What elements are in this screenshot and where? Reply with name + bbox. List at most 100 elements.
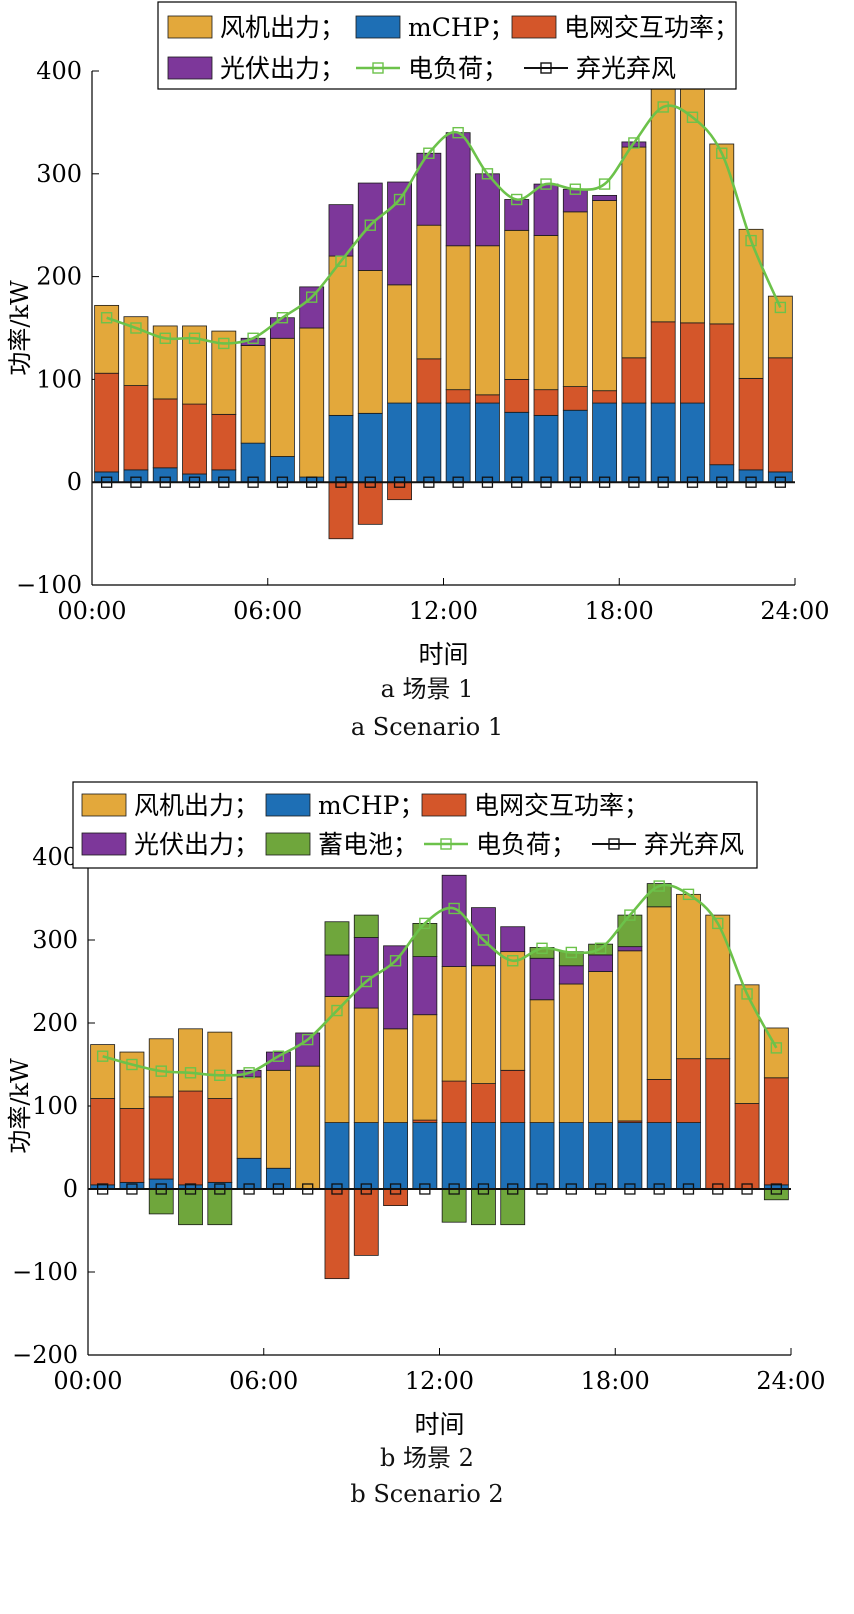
bar-grid: [207, 1098, 233, 1183]
x-tick-label: 06:00: [233, 597, 302, 625]
bar-pv: [445, 132, 471, 247]
curtail-marker: [243, 1183, 255, 1195]
bar-pv: [592, 194, 618, 201]
bar-pv: [500, 926, 526, 953]
bar-mchp: [387, 402, 412, 483]
bar-grid: [182, 403, 207, 475]
x-axis-label: 时间: [414, 1410, 464, 1439]
bar-mchp: [182, 473, 207, 483]
legend-label-wind: 风机出力；: [134, 791, 259, 820]
curtail-marker: [477, 1183, 490, 1195]
y-axis-label: 功率/kW: [6, 1058, 34, 1154]
curtail-marker: [536, 1183, 548, 1195]
bar-grid: [738, 377, 764, 471]
y-axis-label: 功率/kW: [6, 280, 34, 376]
y-tick-label: 0: [63, 1175, 78, 1203]
load-marker: [305, 291, 318, 303]
curtail-marker: [247, 476, 259, 488]
y-tick-label: 100: [32, 1092, 78, 1120]
bar-pv: [299, 286, 325, 329]
legend-swatch-grid: [421, 793, 467, 817]
legend-label-grid: 电网交互功率；: [564, 13, 739, 42]
bar-wind: [269, 337, 295, 457]
bar-battery: [353, 914, 379, 938]
bar-pv: [533, 183, 559, 236]
bar-mchp: [211, 469, 237, 483]
curtail-marker: [364, 476, 376, 488]
bar-mchp: [680, 402, 705, 483]
bar-mchp: [617, 1122, 643, 1190]
bar-grid: [767, 357, 793, 473]
bar-mchp: [621, 402, 647, 483]
legend-marker-curtail: [608, 838, 620, 850]
bar-mchp: [533, 414, 559, 483]
bar-grid: [533, 389, 559, 416]
bar-wind: [207, 1031, 233, 1099]
bar-grid: [592, 390, 618, 404]
bar-wind: [90, 1044, 116, 1099]
x-tick-label: 00:00: [57, 597, 126, 625]
load-marker: [272, 1050, 285, 1062]
bar-grid: [562, 386, 588, 411]
bar-grid: [94, 372, 120, 473]
load-marker: [360, 975, 372, 988]
bar-mchp: [676, 1122, 701, 1190]
bar-grid: [90, 1098, 116, 1186]
bar-grid: [676, 1058, 701, 1124]
bar-wind: [617, 950, 643, 1122]
curtail-marker: [302, 1183, 314, 1195]
bar-mchp: [265, 1167, 291, 1190]
load-marker: [364, 219, 376, 231]
y-tick-label: 100: [36, 365, 82, 393]
bar-grid: [471, 1083, 496, 1123]
load-marker: [243, 1067, 255, 1079]
bar-wind: [148, 1038, 174, 1098]
bar-wind: [621, 146, 647, 359]
bar-grid: [705, 1058, 731, 1190]
curtail-marker: [594, 1183, 607, 1195]
load-line: [102, 883, 778, 1077]
bar-wind: [533, 235, 559, 391]
curtail-marker: [393, 476, 406, 488]
curtail-marker: [100, 476, 113, 488]
curtail-marker: [214, 1183, 226, 1195]
curtail-marker: [184, 1183, 197, 1195]
curtail-marker: [598, 476, 611, 488]
bar-wind: [387, 284, 412, 404]
load-marker: [188, 332, 201, 344]
bar-battery: [207, 1188, 233, 1226]
curtail-marker: [653, 1183, 665, 1195]
bar-mchp: [709, 464, 735, 483]
bar-grid: [475, 394, 500, 404]
curtail-marker: [628, 476, 640, 488]
bar-pv: [328, 204, 354, 257]
bar-grid: [680, 322, 705, 404]
bar-grid: [387, 481, 412, 501]
load-marker: [770, 1042, 783, 1054]
bar-wind: [416, 224, 442, 360]
bar-mchp: [441, 1122, 467, 1190]
bar-grid: [324, 1188, 350, 1280]
bar-wind: [211, 330, 237, 415]
load-marker: [335, 255, 347, 267]
load-marker: [716, 147, 728, 159]
curtail-marker: [335, 476, 347, 488]
bar-wind: [353, 1007, 379, 1123]
bar-mchp: [529, 1122, 555, 1190]
y-tick-label: 300: [32, 926, 78, 954]
legend-label-mchp: mCHP；: [318, 791, 424, 820]
bar-wind: [471, 965, 496, 1084]
bar-pv: [441, 874, 467, 967]
bar-mchp: [328, 414, 354, 483]
curtail-marker: [624, 1183, 636, 1195]
bar-mchp: [445, 402, 471, 483]
bar-wind: [265, 1069, 291, 1169]
load-marker: [423, 147, 435, 159]
load-marker: [507, 955, 519, 967]
legend-box: [157, 1, 737, 90]
load-marker: [452, 126, 464, 139]
x-tick-label: 12:00: [405, 1367, 474, 1395]
x-tick-label: 12:00: [409, 597, 478, 625]
bar-grid: [646, 1079, 672, 1124]
